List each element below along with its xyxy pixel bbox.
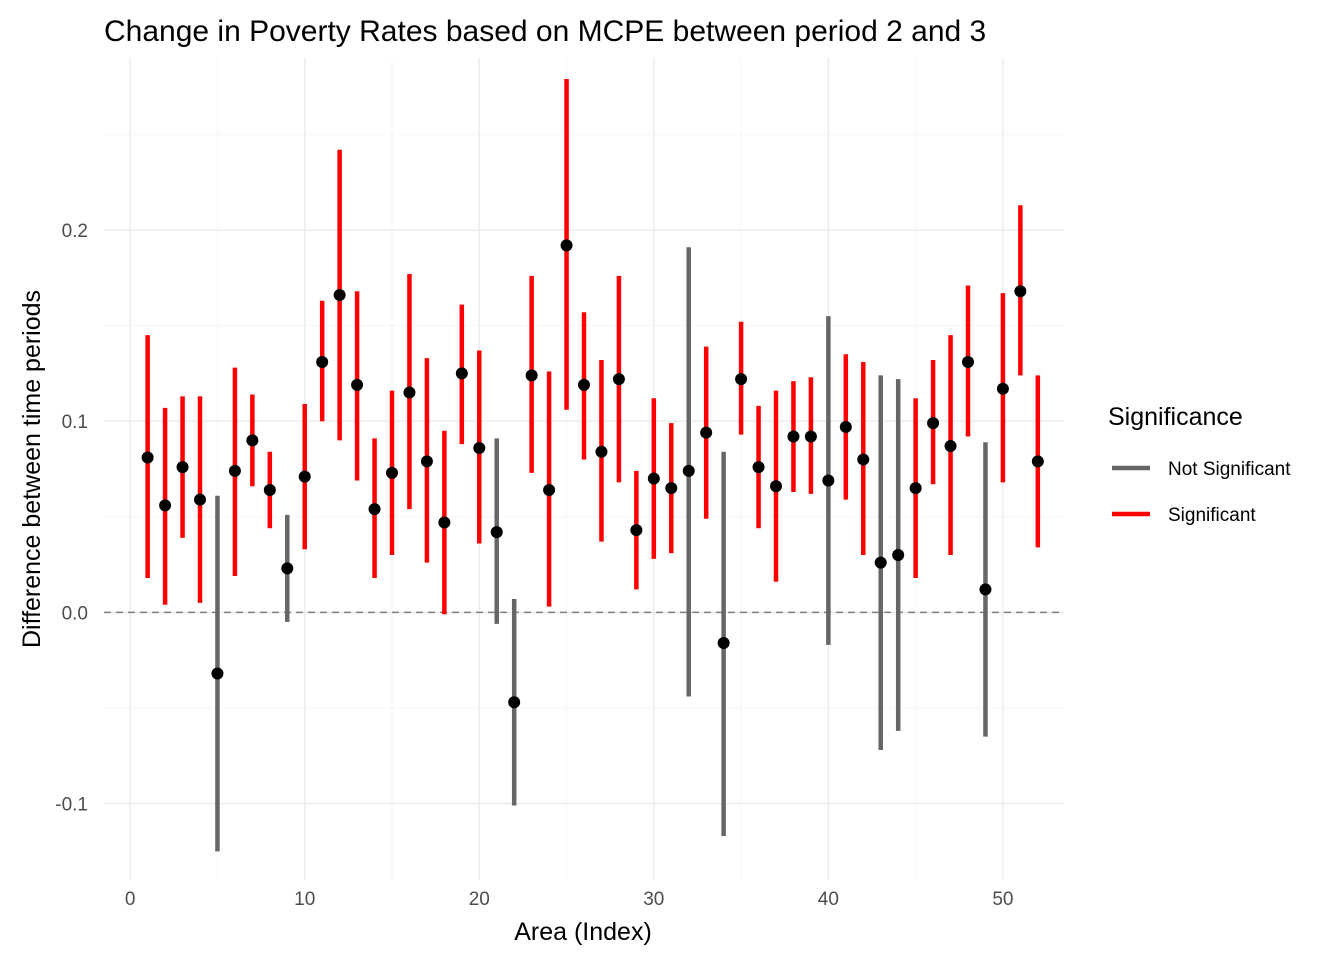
point-area-38 [787,430,800,443]
error-bars [145,79,1041,852]
legend-label-not-significant: Not Significant [1168,459,1291,480]
legend-title: Significance [1108,403,1243,431]
point-area-33 [700,426,713,439]
point-area-14 [368,503,381,516]
point-area-25 [560,239,573,252]
x-tick-label: 0 [125,889,136,910]
point-area-3 [176,461,189,474]
x-tick-label: 10 [294,889,315,910]
point-area-35 [735,373,748,386]
point-area-32 [682,464,695,477]
y-tick-label: 0.1 [62,412,88,433]
point-area-8 [263,484,276,497]
point-area-12 [333,289,346,302]
point-area-2 [159,499,172,512]
point-area-51 [1014,285,1027,298]
chart-title: Change in Poverty Rates based on MCPE be… [104,15,986,48]
gridlines [104,58,1064,880]
point-area-47 [944,440,957,453]
point-area-1 [141,451,154,464]
point-area-13 [351,378,364,391]
point-area-16 [403,386,416,399]
legend-label-significant: Significant [1168,505,1256,526]
point-area-30 [647,472,660,485]
point-area-36 [752,461,765,474]
point-area-20 [473,441,486,454]
point-area-23 [525,369,538,382]
x-axis-title: Area (Index) [514,918,652,946]
x-tick-label: 20 [469,889,490,910]
point-area-41 [839,420,852,433]
point-area-52 [1031,455,1044,468]
point-area-18 [438,516,451,529]
point-area-43 [874,556,887,569]
point-area-31 [665,482,678,495]
point-area-7 [246,434,259,447]
point-area-6 [228,464,241,477]
legend-entries: Not Significant Significant [1112,459,1291,526]
x-tick-label: 40 [818,889,839,910]
point-area-24 [543,484,556,497]
point-area-21 [490,526,503,539]
point-area-37 [770,480,782,493]
point-area-40 [822,474,835,487]
y-axis-ticks: -0.1 0.0 0.1 0.2 [55,221,88,815]
point-estimates [141,239,1044,709]
point-area-34 [717,636,730,649]
point-area-22 [508,696,521,709]
x-axis-ticks: 0 10 20 30 40 50 [125,889,1014,910]
point-area-17 [420,455,433,468]
point-area-46 [927,417,940,430]
point-area-27 [595,445,608,458]
point-area-42 [857,453,870,466]
point-area-44 [892,549,905,562]
point-area-5 [211,667,224,680]
point-area-9 [281,562,294,575]
y-tick-label: 0.0 [62,603,88,624]
point-area-15 [386,466,398,479]
point-area-50 [996,382,1009,395]
point-area-11 [316,355,329,368]
point-area-39 [804,430,817,443]
legend: Significance Not Significant Significant [1108,403,1291,526]
point-area-4 [194,493,206,506]
point-area-49 [979,583,992,596]
point-area-48 [962,355,974,368]
point-area-19 [455,367,468,380]
x-tick-label: 30 [643,889,664,910]
y-axis-title: Difference between time periods [18,290,46,648]
point-area-10 [298,470,311,483]
y-tick-label: 0.2 [62,221,88,242]
x-tick-label: 50 [992,889,1013,910]
y-tick-label: -0.1 [55,795,88,816]
point-area-45 [909,482,922,495]
point-area-28 [612,373,625,386]
point-area-26 [578,378,590,391]
point-area-29 [630,524,643,537]
